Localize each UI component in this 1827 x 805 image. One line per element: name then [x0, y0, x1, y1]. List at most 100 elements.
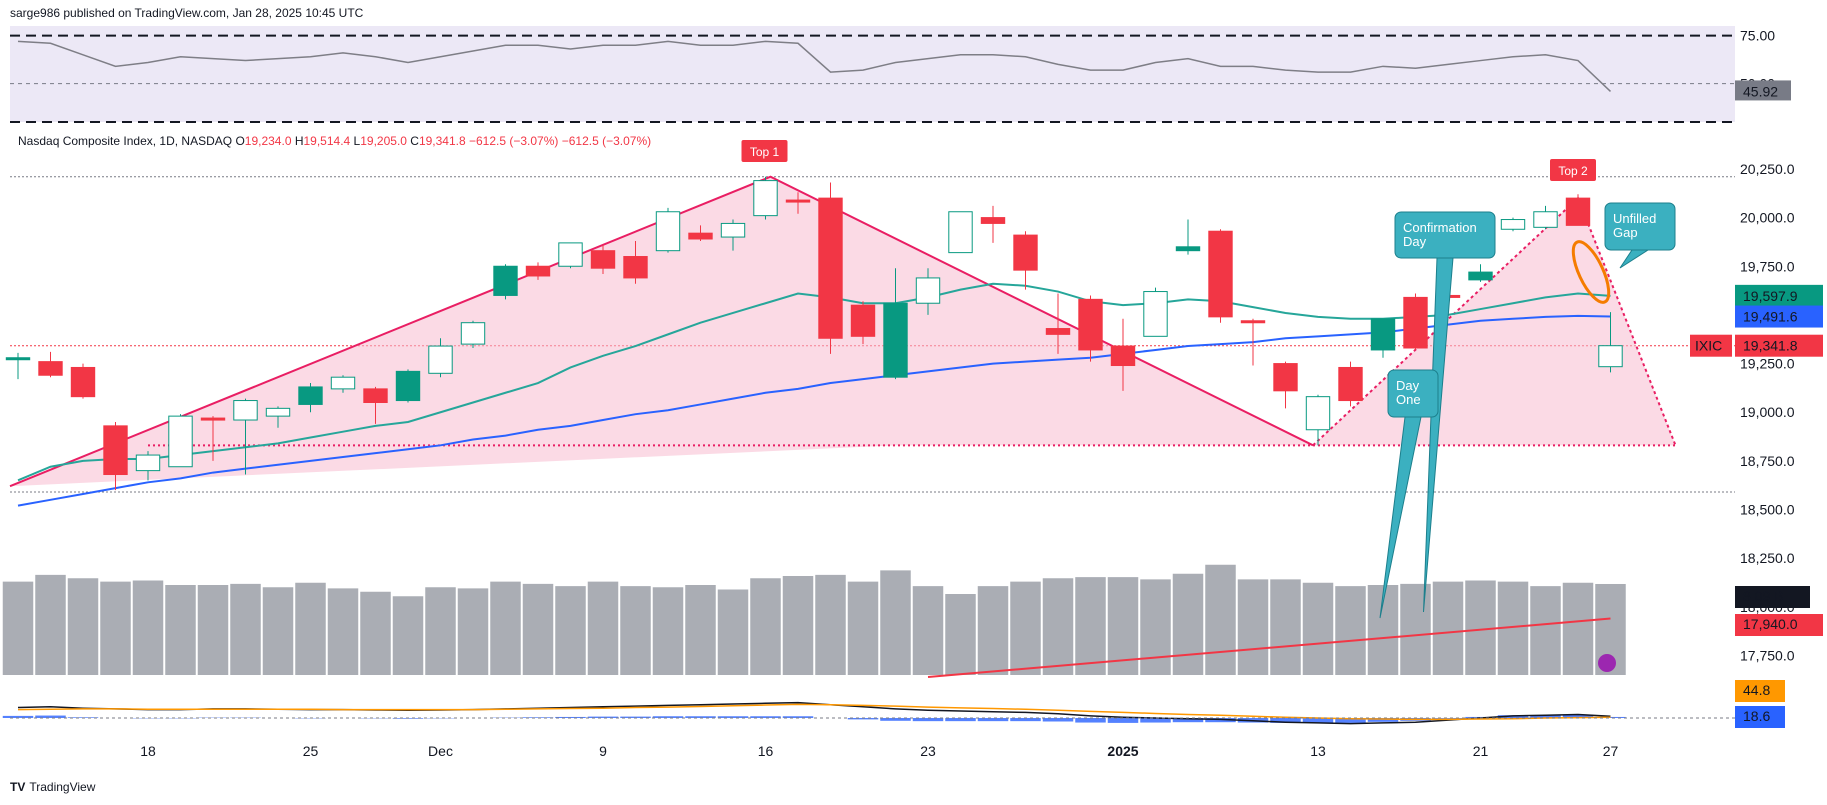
candle	[720, 222, 746, 238]
candle	[1370, 318, 1396, 351]
candle	[753, 180, 778, 217]
candle	[915, 277, 941, 304]
y-tick-label: 20,000.0	[1740, 210, 1795, 226]
volume-bar	[132, 580, 164, 675]
tradingview-brand: TradingView	[29, 780, 96, 794]
volume-bar	[1010, 581, 1041, 675]
y-tick-label: 20,250.0	[1740, 161, 1795, 177]
macd-histogram-bar	[652, 716, 684, 718]
confirmation-callout-bg	[1394, 211, 1496, 259]
unfilled-gap-callout-text: Gap	[1613, 225, 1638, 240]
volume-bar	[1302, 582, 1334, 675]
top1-tag-text: Top 1	[750, 145, 780, 159]
volume-bar	[620, 586, 651, 675]
candle	[168, 415, 193, 468]
volume-bar	[1237, 579, 1269, 675]
volume-bar	[67, 578, 99, 675]
volume-bar	[977, 586, 1009, 675]
top2-tag-bg	[1550, 159, 1596, 181]
x-tick-label: 23	[920, 743, 936, 759]
volume-bar	[750, 578, 781, 675]
rsi-value-badge	[1735, 80, 1791, 101]
candle	[785, 199, 811, 203]
macd-histogram-bar	[750, 716, 781, 718]
candle	[948, 211, 973, 254]
candle	[818, 197, 843, 339]
candle	[135, 454, 161, 472]
volume-bar	[197, 585, 229, 675]
volume-bar	[425, 587, 456, 675]
price-badge-label: 19,341.8	[1743, 338, 1798, 354]
macd-histogram-bar	[1530, 715, 1561, 718]
y-tick-label: 18,750.0	[1740, 453, 1795, 469]
rsi-level-75: 75.00	[1740, 28, 1775, 44]
rsi-line	[17, 40, 1612, 92]
macd-histogram-bar	[717, 716, 749, 718]
candle	[1045, 328, 1071, 335]
volume-avg-label: 17,940.0	[1743, 616, 1798, 632]
x-tick-label: 25	[303, 743, 319, 759]
candle	[1240, 320, 1266, 324]
day-one-callout-bg	[1387, 369, 1439, 418]
x-tick-label: 21	[1473, 743, 1489, 759]
volume-bar	[847, 581, 879, 675]
candle	[525, 265, 551, 277]
volume-value-badge	[1735, 586, 1810, 608]
candle	[1110, 345, 1136, 367]
volume-bar	[230, 583, 261, 675]
ma-green-line	[17, 282, 1611, 482]
symbol-tag-bg	[1690, 334, 1732, 357]
volume-bar	[1270, 579, 1301, 675]
volume-bar	[1400, 583, 1431, 675]
unfilled-gap-callout-text: Unfilled	[1613, 211, 1656, 226]
macd-histogram-bar	[1367, 718, 1399, 722]
volume-bar	[1140, 579, 1171, 675]
candle	[1013, 234, 1038, 271]
candle	[103, 425, 128, 476]
candle	[850, 304, 876, 337]
macd-histogram-bar	[912, 718, 944, 722]
price-badge	[1735, 334, 1823, 357]
unfilled-gap-callout-pointer	[1619, 249, 1650, 269]
volume-bar	[35, 574, 66, 675]
macd-histogram-bar	[1335, 718, 1366, 723]
macd-histogram-bar	[35, 715, 66, 718]
ma-blue-line	[17, 314, 1611, 507]
candle	[1208, 230, 1233, 318]
volume-bar	[100, 581, 131, 675]
candle	[1305, 396, 1331, 431]
volume-bar	[1075, 577, 1106, 675]
volume-avg-badge	[1735, 614, 1823, 636]
candle	[688, 232, 713, 240]
macd-label-bg	[1735, 706, 1785, 728]
flash-icon	[1598, 654, 1616, 672]
confirmation-callout-text: Confirmation	[1403, 220, 1477, 235]
price-badge-label: 19,597.9	[1743, 288, 1798, 304]
macd-histogram-bar	[1432, 718, 1464, 719]
candle	[1273, 363, 1298, 392]
macd-histogram-bar	[685, 716, 716, 718]
macd-histogram-bar	[880, 718, 911, 721]
macd-histogram-bar	[1075, 718, 1106, 723]
x-tick-label: Dec	[428, 743, 453, 759]
price-badge	[1735, 284, 1823, 307]
macd-histogram-bar	[1042, 718, 1074, 722]
candle	[590, 250, 616, 269]
macd-signal-line	[17, 703, 1611, 721]
top2-tag-text: Top 2	[1558, 164, 1588, 178]
volume-bar	[1530, 586, 1561, 675]
tradingview-logo[interactable]: TV TradingView	[10, 780, 95, 794]
macd-histogram-bar	[977, 718, 1009, 722]
macd-histogram-bar	[1270, 718, 1301, 723]
volume-bar	[1335, 586, 1366, 675]
volume-bar	[685, 585, 716, 675]
candle	[233, 400, 258, 421]
candle	[1143, 291, 1168, 337]
candle	[1533, 211, 1558, 228]
volume-bar	[1562, 582, 1594, 675]
macd-histogram-bar	[1172, 718, 1204, 723]
volume-bar	[717, 589, 749, 675]
candle	[1338, 366, 1363, 402]
